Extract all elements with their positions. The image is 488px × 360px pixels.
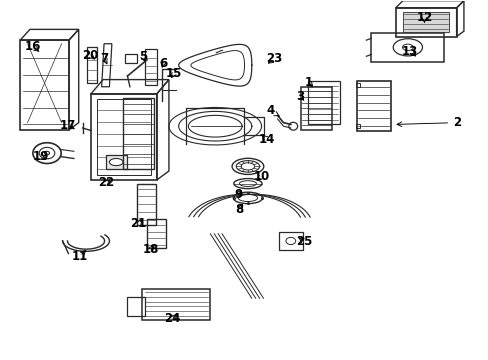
Polygon shape [402,12,448,32]
Text: 21: 21 [130,217,146,230]
Text: 11: 11 [71,249,88,262]
Text: 1: 1 [304,76,312,89]
Text: 23: 23 [266,52,282,65]
Text: 10: 10 [253,170,269,183]
Text: 16: 16 [24,40,41,53]
Text: 13: 13 [401,45,417,58]
Text: 7: 7 [101,52,108,65]
Text: 24: 24 [164,312,180,325]
Text: 25: 25 [296,235,312,248]
Text: 4: 4 [265,104,279,117]
Text: 18: 18 [142,243,159,256]
Text: 22: 22 [98,176,114,189]
Text: 15: 15 [166,67,182,80]
Text: 5: 5 [139,50,147,63]
Text: 9: 9 [234,188,242,201]
Text: 2: 2 [396,116,460,129]
Text: 6: 6 [159,57,167,70]
Text: 3: 3 [295,90,304,103]
Ellipse shape [109,158,123,166]
Text: 19: 19 [32,150,49,163]
Text: 8: 8 [235,203,243,216]
Ellipse shape [44,151,49,155]
Text: 14: 14 [258,132,275,145]
Text: 12: 12 [415,12,432,24]
Polygon shape [105,155,127,169]
Text: 20: 20 [81,49,98,62]
Text: 17: 17 [60,119,76,132]
